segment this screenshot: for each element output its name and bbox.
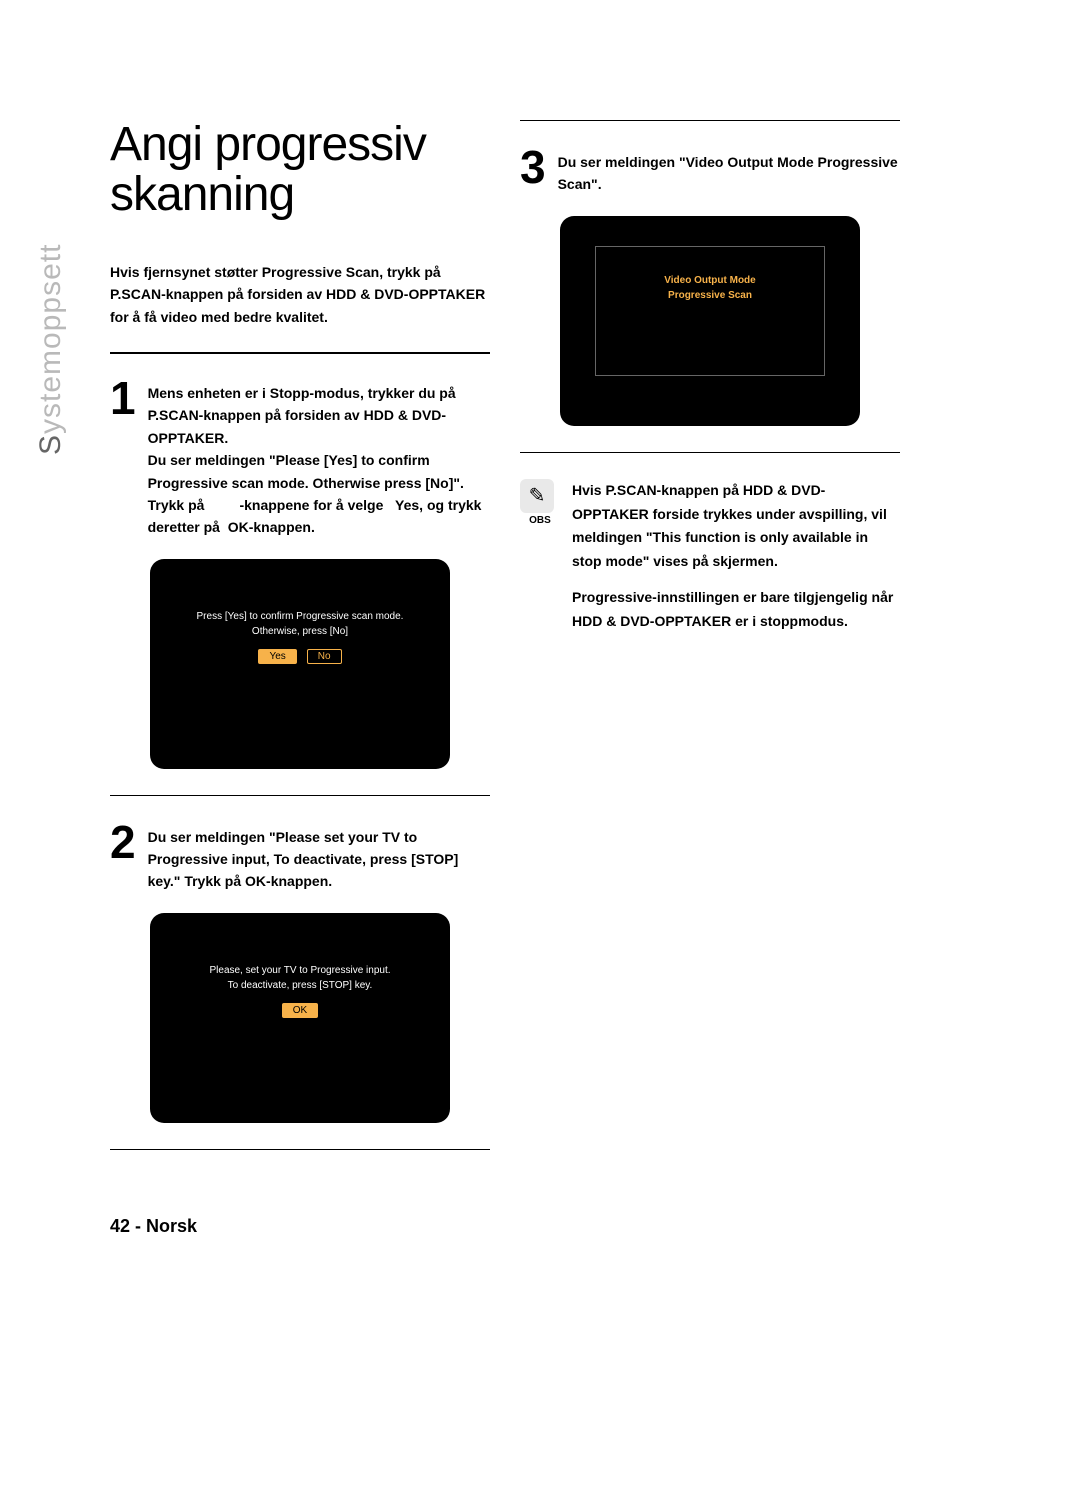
screen-2: Please, set your TV to Progressive input… bbox=[150, 913, 450, 1123]
step-3: 3 Du ser meldingen "Video Output Mode Pr… bbox=[520, 147, 900, 196]
step1-p3: Trykk på -knappene for å velge Yes, og t… bbox=[148, 494, 490, 539]
divider bbox=[110, 795, 490, 796]
step-1: 1 Mens enheten er i Stopp-modus, trykker… bbox=[110, 378, 490, 539]
screen2-line2: To deactivate, press [STOP] key. bbox=[150, 978, 450, 993]
step-text: Du ser meldingen "Please set your TV to … bbox=[148, 822, 490, 893]
page-footer: 42 - Norsk bbox=[110, 1216, 197, 1237]
step-number: 1 bbox=[110, 378, 136, 539]
obs-label: OBS bbox=[520, 515, 560, 526]
divider bbox=[110, 1149, 490, 1150]
obs-p1: Hvis P.SCAN-knappen på HDD & DVD-OPPTAKE… bbox=[572, 479, 900, 574]
step-number: 2 bbox=[110, 822, 136, 893]
note-icon: ✎ bbox=[520, 479, 554, 513]
page-title: Angi progressivskanning bbox=[110, 120, 490, 221]
step1-p1: Mens enheten er i Stopp-modus, trykker d… bbox=[148, 382, 490, 449]
section-tab: Systemoppsett bbox=[34, 244, 68, 455]
step-text: Du ser meldingen "Video Output Mode Prog… bbox=[558, 147, 900, 196]
divider bbox=[520, 120, 900, 121]
step-2: 2 Du ser meldingen "Please set your TV t… bbox=[110, 822, 490, 893]
step-text: Mens enheten er i Stopp-modus, trykker d… bbox=[148, 378, 490, 539]
step1-p2: Du ser meldingen "Please [Yes] to confir… bbox=[148, 449, 490, 494]
screen3-line2: Progressive Scan bbox=[596, 288, 824, 303]
obs-p2: Progressive-innstillingen er bare tilgje… bbox=[572, 586, 900, 634]
intro-text: Hvis fjernsynet støtter Progressive Scan… bbox=[110, 261, 490, 328]
screen3-line1: Video Output Mode bbox=[596, 273, 824, 288]
step-number: 3 bbox=[520, 147, 546, 196]
screen1-line2: Otherwise, press [No] bbox=[150, 624, 450, 639]
screen-1: Press [Yes] to confirm Progressive scan … bbox=[150, 559, 450, 769]
screen3-inner-box: Video Output Mode Progressive Scan bbox=[595, 246, 825, 376]
divider bbox=[520, 452, 900, 453]
divider bbox=[110, 352, 490, 354]
no-button: No bbox=[307, 649, 342, 664]
obs-note: ✎ OBS Hvis P.SCAN-knappen på HDD & DVD-O… bbox=[520, 479, 900, 634]
left-column: Angi progressivskanning Hvis fjernsynet … bbox=[110, 120, 490, 1176]
yes-button: Yes bbox=[258, 649, 296, 664]
right-column: 3 Du ser meldingen "Video Output Mode Pr… bbox=[520, 120, 900, 634]
ok-button: OK bbox=[282, 1003, 318, 1018]
screen-3: Video Output Mode Progressive Scan bbox=[560, 216, 860, 426]
obs-text: Hvis P.SCAN-knappen på HDD & DVD-OPPTAKE… bbox=[572, 479, 900, 634]
screen2-line1: Please, set your TV to Progressive input… bbox=[150, 963, 450, 978]
screen1-line1: Press [Yes] to confirm Progressive scan … bbox=[150, 609, 450, 624]
